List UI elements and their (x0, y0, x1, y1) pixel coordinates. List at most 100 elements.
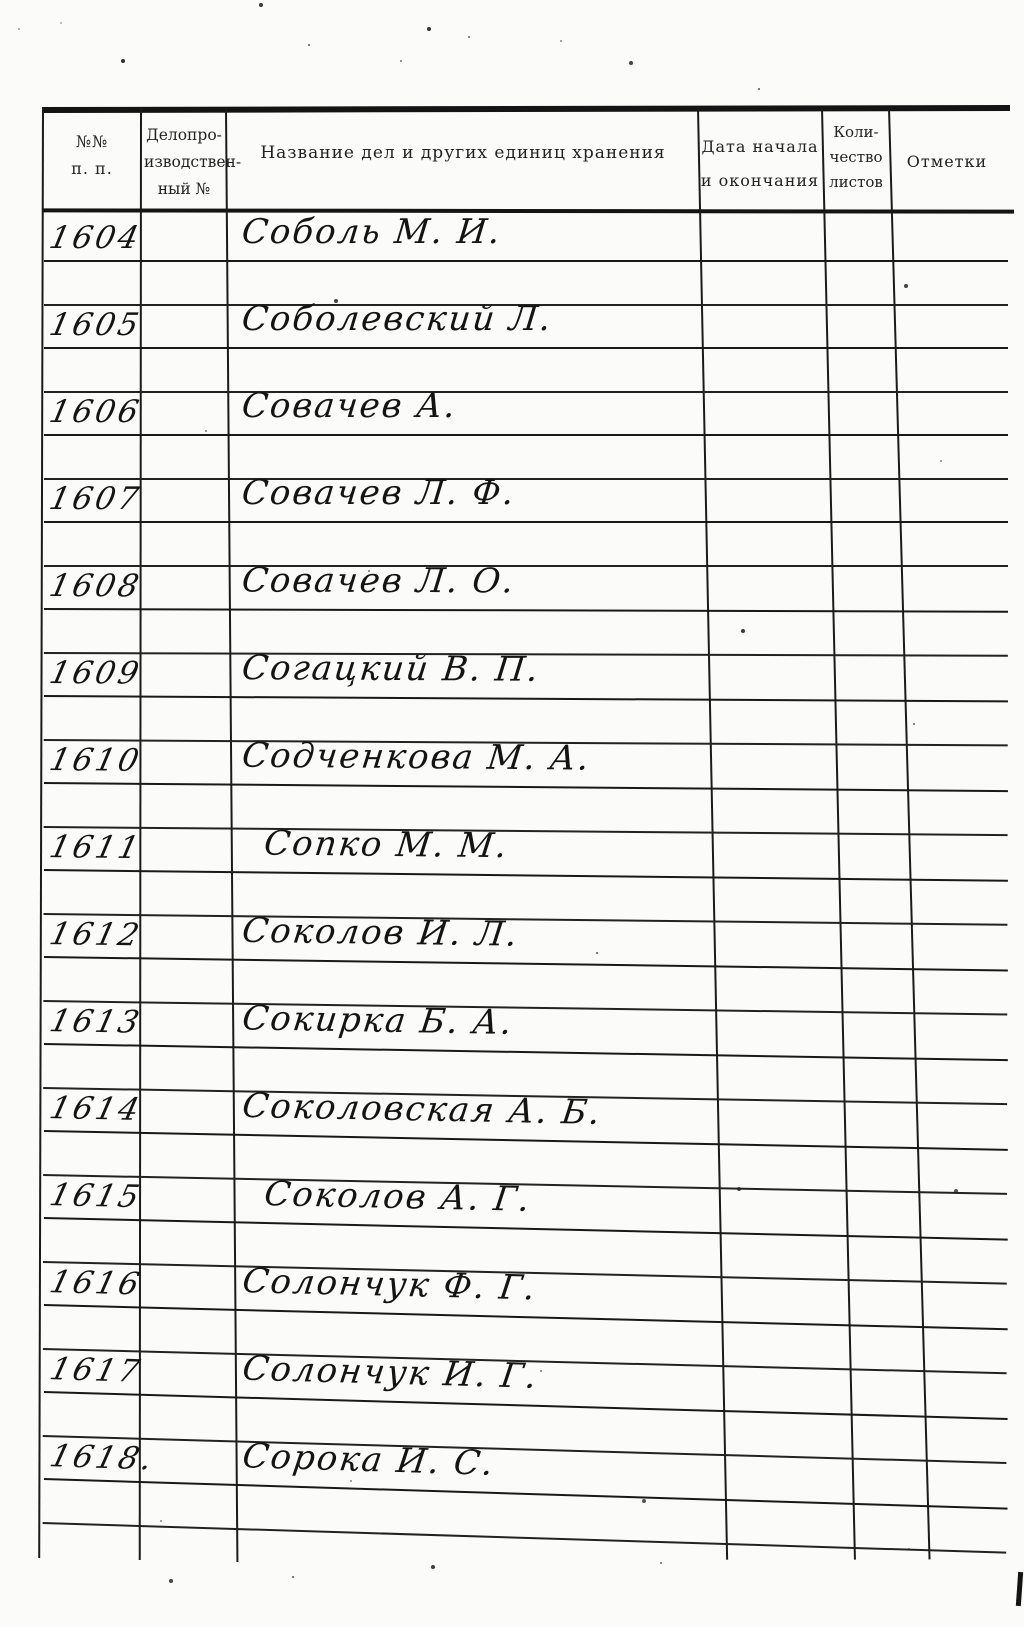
filing-number-cell (142, 725, 226, 826)
filing-number-cell (142, 202, 225, 302)
header-text: Коли- (833, 123, 879, 141)
date-cell (696, 1085, 822, 1187)
remarks-cell (886, 1446, 1017, 1550)
remarks-cell (887, 820, 1016, 921)
row-title: Содченкова М. А. (239, 735, 593, 779)
header-text: Название дел и других единиц хранения (260, 143, 666, 163)
date-cell (696, 1351, 823, 1454)
header-text: №№ (75, 132, 109, 151)
remarks-cell (886, 1357, 1017, 1461)
filing-number-cell (142, 376, 225, 476)
sheet-count-cell (821, 289, 888, 389)
row-separator-rule (44, 304, 1008, 306)
header-text: Делопро- (146, 126, 222, 144)
header-item-number: №№ п. п. (46, 128, 138, 182)
date-cell (696, 907, 821, 1009)
row-title: Совачев Л. Ф. (239, 473, 518, 513)
date-cell (696, 1262, 822, 1365)
filing-number-cell (141, 899, 225, 1000)
row-baseline-rule (44, 347, 1008, 349)
header-dates: Дата начала и окончания (700, 130, 820, 198)
row-separator-rule (44, 565, 1008, 567)
date-cell (697, 376, 821, 476)
row-title: Соболевский Л. (239, 299, 555, 339)
remarks-cell (887, 1089, 1017, 1191)
table-top-border (41, 104, 1011, 114)
date-cell (697, 552, 821, 652)
filing-number-cell (142, 463, 225, 563)
header-text: чество (829, 148, 883, 166)
table-row: 1606 Совачев А. (42, 376, 1014, 488)
remarks-cell (887, 1178, 1017, 1281)
row-title: Совачев Л. О. (239, 560, 518, 602)
sheet-count-cell (820, 1087, 889, 1188)
filing-number-cell (142, 638, 226, 738)
sheet-count-cell (821, 552, 888, 652)
date-cell (697, 641, 822, 742)
sheet-count-cell (820, 1266, 889, 1368)
date-cell (697, 463, 821, 563)
date-cell (697, 289, 821, 389)
date-cell (697, 202, 821, 302)
header-text: листов (829, 173, 883, 191)
row-title: Совачев А. (239, 386, 460, 426)
row-title: Соколов А. Г. (262, 1174, 534, 1220)
filing-number-cell (141, 987, 226, 1088)
filing-number-cell (142, 289, 225, 389)
filing-number-cell (142, 812, 226, 913)
date-cell (697, 729, 822, 830)
table-row: 1607 Совачев Л. Ф. (42, 463, 1014, 575)
sheet-count-cell (819, 1444, 889, 1546)
scan-artifact (1015, 1571, 1024, 1607)
row-title: Солончук Ф. Г. (240, 1261, 540, 1309)
date-cell (696, 1174, 822, 1277)
table-row: 1604 Соболь М. И. (42, 202, 1014, 314)
remarks-cell (888, 376, 1016, 476)
remarks-cell (888, 289, 1016, 389)
date-cell (695, 1440, 822, 1544)
remarks-cell (888, 552, 1016, 652)
row-title: Сорока И. С. (240, 1436, 498, 1484)
filing-number-cell (141, 1423, 227, 1526)
header-title-of-items: Название дел и других единиц хранения (230, 140, 696, 167)
row-separator-rule (44, 478, 1008, 480)
remarks-cell (887, 999, 1017, 1101)
date-cell (696, 818, 821, 919)
sheet-count-cell (821, 376, 888, 476)
sheet-count-cell (820, 820, 888, 921)
remarks-cell (887, 910, 1016, 1012)
header-text: и окончания (700, 171, 820, 190)
row-title: Соболь М. И. (239, 212, 504, 252)
header-text: п. п. (71, 159, 113, 178)
header-text: Дата начала (701, 137, 819, 156)
sheet-count-cell (821, 731, 889, 832)
filing-number-cell (142, 550, 225, 650)
row-title: Сокирка Б. А. (240, 998, 516, 1043)
row-baseline-rule (44, 434, 1008, 436)
row-title: Согацкий В. П. (239, 648, 543, 690)
row-title: Соколовская А. Б. (240, 1085, 605, 1133)
table-row: 1605 Соболевский Л. (42, 289, 1014, 401)
sheet-count-cell (820, 998, 889, 1099)
remarks-cell (888, 463, 1016, 563)
header-text: Отметки (906, 152, 988, 171)
header-remarks: Отметки (892, 148, 1002, 175)
date-cell (696, 996, 822, 1098)
sheet-count-cell (820, 1355, 890, 1457)
sheet-count-cell (821, 202, 888, 302)
header-text: ный № (157, 180, 211, 198)
row-separator-rule (44, 391, 1008, 393)
row-title: Сопко М. М. (261, 823, 511, 867)
sheet-count-cell (820, 909, 888, 1010)
sheet-count-cell (821, 641, 889, 741)
sheet-count-cell (820, 1176, 889, 1277)
remarks-cell (887, 1267, 1017, 1370)
row-baseline-rule (44, 260, 1008, 262)
header-sheet-count: Коли- чество листов (824, 120, 888, 195)
row-baseline-rule (44, 521, 1008, 523)
row-title: Солончук И. Г. (240, 1348, 541, 1397)
remarks-cell (888, 642, 1017, 743)
remarks-cell (888, 202, 1016, 302)
scan-noise (0, 0, 2, 2)
